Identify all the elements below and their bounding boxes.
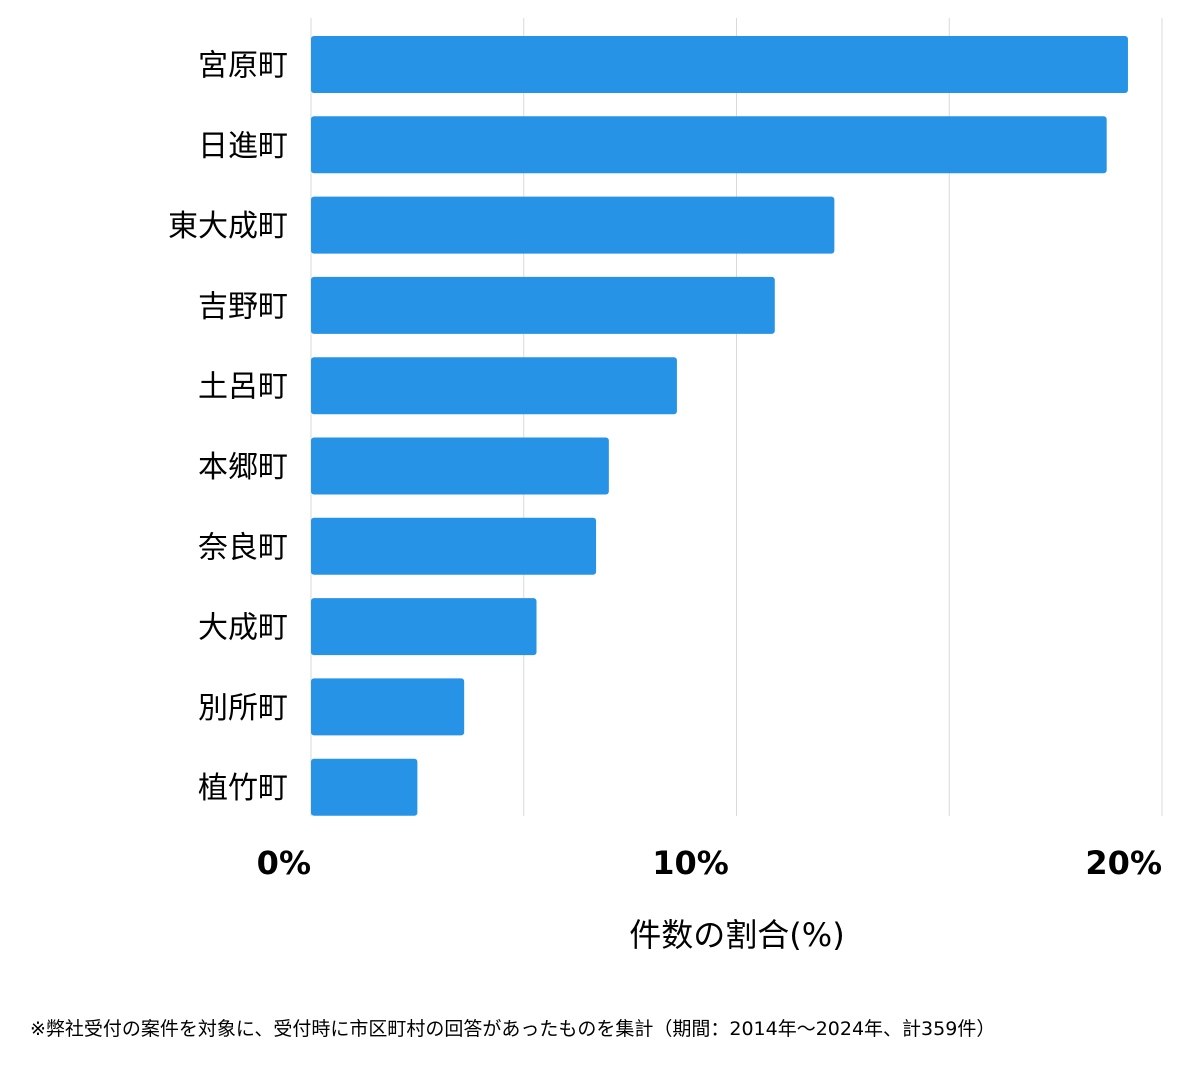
bar-9	[311, 678, 465, 736]
x-tick-label: 10%	[652, 844, 729, 882]
x-tick-label: 20%	[1085, 844, 1162, 882]
category-label: 本郷町	[198, 450, 288, 485]
bars	[311, 36, 1128, 816]
category-label: 日進町	[198, 129, 288, 164]
bar-6	[311, 437, 609, 495]
x-tick-label: 0%	[257, 844, 311, 882]
category-label: 土呂町	[198, 370, 288, 405]
bar-4	[311, 276, 775, 334]
category-label: 植竹町	[198, 771, 288, 806]
bar-2	[311, 116, 1107, 174]
category-label: 奈良町	[198, 530, 288, 565]
category-label: 宮原町	[198, 49, 288, 84]
x-axis-title: 件数の割合(%)	[629, 916, 844, 954]
bar-5	[311, 357, 677, 415]
category-label: 大成町	[198, 611, 288, 646]
category-label: 別所町	[198, 691, 288, 726]
category-label: 吉野町	[198, 289, 288, 324]
bar-7	[311, 517, 597, 575]
bar-3	[311, 196, 835, 254]
bar-10	[311, 758, 418, 816]
bar-1	[311, 36, 1128, 93]
footnote: ※弊社受付の案件を対象に、受付時に市区町村の回答があったものを集計（期間：201…	[30, 1018, 996, 1040]
category-label: 東大成町	[168, 209, 288, 244]
x-tick-labels: 0% 10% 20%	[257, 844, 1162, 882]
bar-8	[311, 598, 537, 656]
